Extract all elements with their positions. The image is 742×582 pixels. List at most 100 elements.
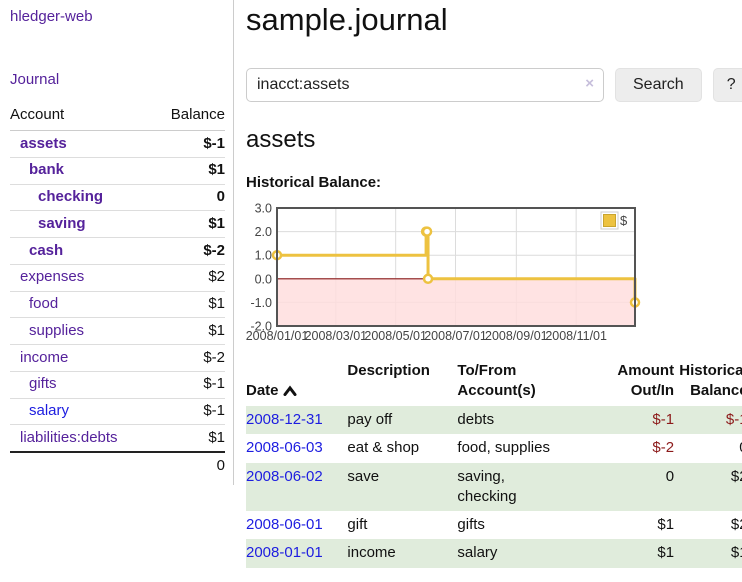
register-row: 2008-01-01 income salary $1 $1 <box>246 539 742 568</box>
historical-balance-chart[interactable]: $3.0 2.0 1.0 0.0 -1.0 -2.0 2008/01/01 2008/03/0… <box>246 203 742 345</box>
transaction-amount: $1 <box>657 516 675 534</box>
sidebar-account-balance: $-2 <box>152 237 225 265</box>
sidebar-account-balance: $-1 <box>152 130 225 158</box>
chart-svg: $3.0 2.0 1.0 0.0 -1.0 -2.02008/01/012008/03/0… <box>246 203 641 343</box>
y-tick-label: -1.0 <box>250 296 272 310</box>
transaction-amount: $-1 <box>652 411 675 429</box>
transaction-balance: $2 <box>730 516 742 534</box>
sidebar-account-link[interactable]: supplies <box>29 321 85 339</box>
register-header-date[interactable]: Date <box>246 359 347 407</box>
page-title: sample.journal <box>246 2 448 37</box>
y-tick-label: 1.0 <box>255 248 272 262</box>
sidebar-account-link[interactable]: income <box>20 348 69 366</box>
register-row: 2008-06-02 save saving, checking 0 $2 <box>246 462 742 512</box>
sidebar-account-balance: $-2 <box>152 344 225 372</box>
transaction-description: pay off <box>347 411 393 429</box>
account-heading: assets <box>246 125 316 153</box>
page: hledger-web Journal Account Balance asse… <box>0 0 742 568</box>
search-button[interactable]: Search <box>615 67 702 102</box>
search-input[interactable] <box>246 67 604 102</box>
sidebar-account-balance: $2 <box>152 264 225 292</box>
help-button[interactable]: ? <box>712 67 742 102</box>
transaction-accounts: gifts <box>457 516 485 534</box>
transaction-description: gift <box>347 516 368 534</box>
sidebar-account-balance: 0 <box>152 184 225 212</box>
register-header-description: Description <box>347 361 430 379</box>
transaction-amount: $-2 <box>652 439 675 457</box>
sidebar-account-link[interactable]: salary <box>29 402 70 419</box>
sidebar-account-link[interactable]: checking <box>38 188 104 205</box>
transaction-balance: 0 <box>676 434 742 462</box>
x-tick-label: 2008/01/01 <box>246 329 308 343</box>
transaction-accounts: food, supplies <box>457 439 550 457</box>
y-tick-label: 0.0 <box>255 272 272 286</box>
sidebar-account-link[interactable]: liabilities:debts <box>20 428 118 446</box>
search-bar: × Search ? <box>246 67 742 102</box>
chart-legend-label: $ <box>620 213 628 228</box>
x-tick-label: 2008/05/01 <box>364 329 427 343</box>
transaction-date-link[interactable]: 2008-06-01 <box>246 516 323 534</box>
transaction-balance: $2 <box>730 467 742 485</box>
x-tick-label: 2008/07/01 <box>424 329 487 343</box>
transaction-date-link[interactable]: 2008-06-03 <box>246 439 323 457</box>
transaction-description: save <box>347 467 380 485</box>
sidebar-journal-link[interactable]: Journal <box>10 71 60 88</box>
sidebar-account-link[interactable]: food <box>29 295 59 312</box>
register-header-amount: Amount Out/In <box>617 361 675 399</box>
y-tick-label: 3.0 <box>255 203 272 216</box>
transaction-accounts: saving, checking <box>457 467 517 505</box>
transaction-balance: $1 <box>730 544 742 562</box>
accounts-total-balance: 0 <box>152 451 225 479</box>
main-content: sample.journal × Search ? assets Histori… <box>234 0 742 568</box>
sidebar-account-balance: $1 <box>152 210 225 238</box>
sidebar-account-link[interactable]: gifts <box>29 375 57 393</box>
register-row: 2008-12-31 pay off debts $-1 $-1 <box>246 406 742 435</box>
sidebar-account-balance: $1 <box>152 157 225 185</box>
sidebar: hledger-web Journal Account Balance asse… <box>0 0 234 485</box>
sidebar-account-link[interactable]: assets <box>20 134 67 152</box>
register-row: 2008-06-03 eat & shop food, supplies $-20 <box>246 434 742 462</box>
account-row: salary $-1 <box>10 398 225 426</box>
accounts-header-row: Account Balance <box>10 102 225 131</box>
y-tick-label: 2.0 <box>255 225 272 239</box>
account-row: supplies $1 <box>10 317 225 345</box>
sidebar-account-link[interactable]: saving <box>38 214 86 232</box>
account-row: income $-2 <box>10 344 225 372</box>
chart-heading: Historical Balance: <box>246 173 382 191</box>
transaction-accounts: salary <box>457 544 498 562</box>
account-row: food $1 <box>10 291 225 319</box>
register-header-balance: Historical Balance <box>679 361 742 399</box>
account-row: expenses $2 <box>10 264 225 292</box>
account-row: liabilities:debts $1 <box>10 424 225 453</box>
transaction-amount: 0 <box>665 467 675 485</box>
sidebar-account-balance: $1 <box>152 424 225 453</box>
sidebar-account-balance: $1 <box>152 317 225 345</box>
transaction-date-link[interactable]: 2008-01-01 <box>246 544 323 562</box>
transaction-amount: $1 <box>657 544 675 562</box>
app-title-link[interactable]: hledger-web <box>10 8 93 25</box>
account-row: gifts $-1 <box>10 371 225 399</box>
register-table: Date Description To/From Account(s) Amou… <box>246 359 742 568</box>
sidebar-account-balance: $1 <box>152 291 225 319</box>
sort-ascending-icon <box>283 385 297 396</box>
transaction-description: income <box>347 544 396 562</box>
account-row: cash $-2 <box>10 237 225 265</box>
transaction-date-link[interactable]: 2008-12-31 <box>246 411 323 429</box>
transaction-date-link[interactable]: 2008-06-02 <box>246 467 323 485</box>
sidebar-account-link[interactable]: bank <box>29 161 65 179</box>
register-header-row: Date Description To/From Account(s) Amou… <box>246 359 742 407</box>
register-row: 2008-06-01 gift gifts $1 $2 <box>246 511 742 539</box>
accounts-header-account: Account <box>10 102 153 131</box>
accounts-table: Account Balance assets $-1 bank $1 checking 0… <box>10 102 225 479</box>
sidebar-account-link[interactable]: cash <box>29 241 64 259</box>
sidebar-account-balance: $-1 <box>152 371 225 399</box>
account-row: assets $-1 <box>10 130 225 158</box>
sidebar-account-balance: $-1 <box>152 398 225 426</box>
transaction-balance: $-1 <box>725 411 742 429</box>
x-tick-label: 2008/09/01 <box>485 329 548 343</box>
accounts-total-row: 0 <box>10 451 225 479</box>
accounts-header-balance: Balance <box>152 102 225 131</box>
clear-search-icon[interactable]: × <box>585 74 594 92</box>
sidebar-account-link[interactable]: expenses <box>20 268 85 286</box>
transaction-accounts: debts <box>457 411 495 429</box>
